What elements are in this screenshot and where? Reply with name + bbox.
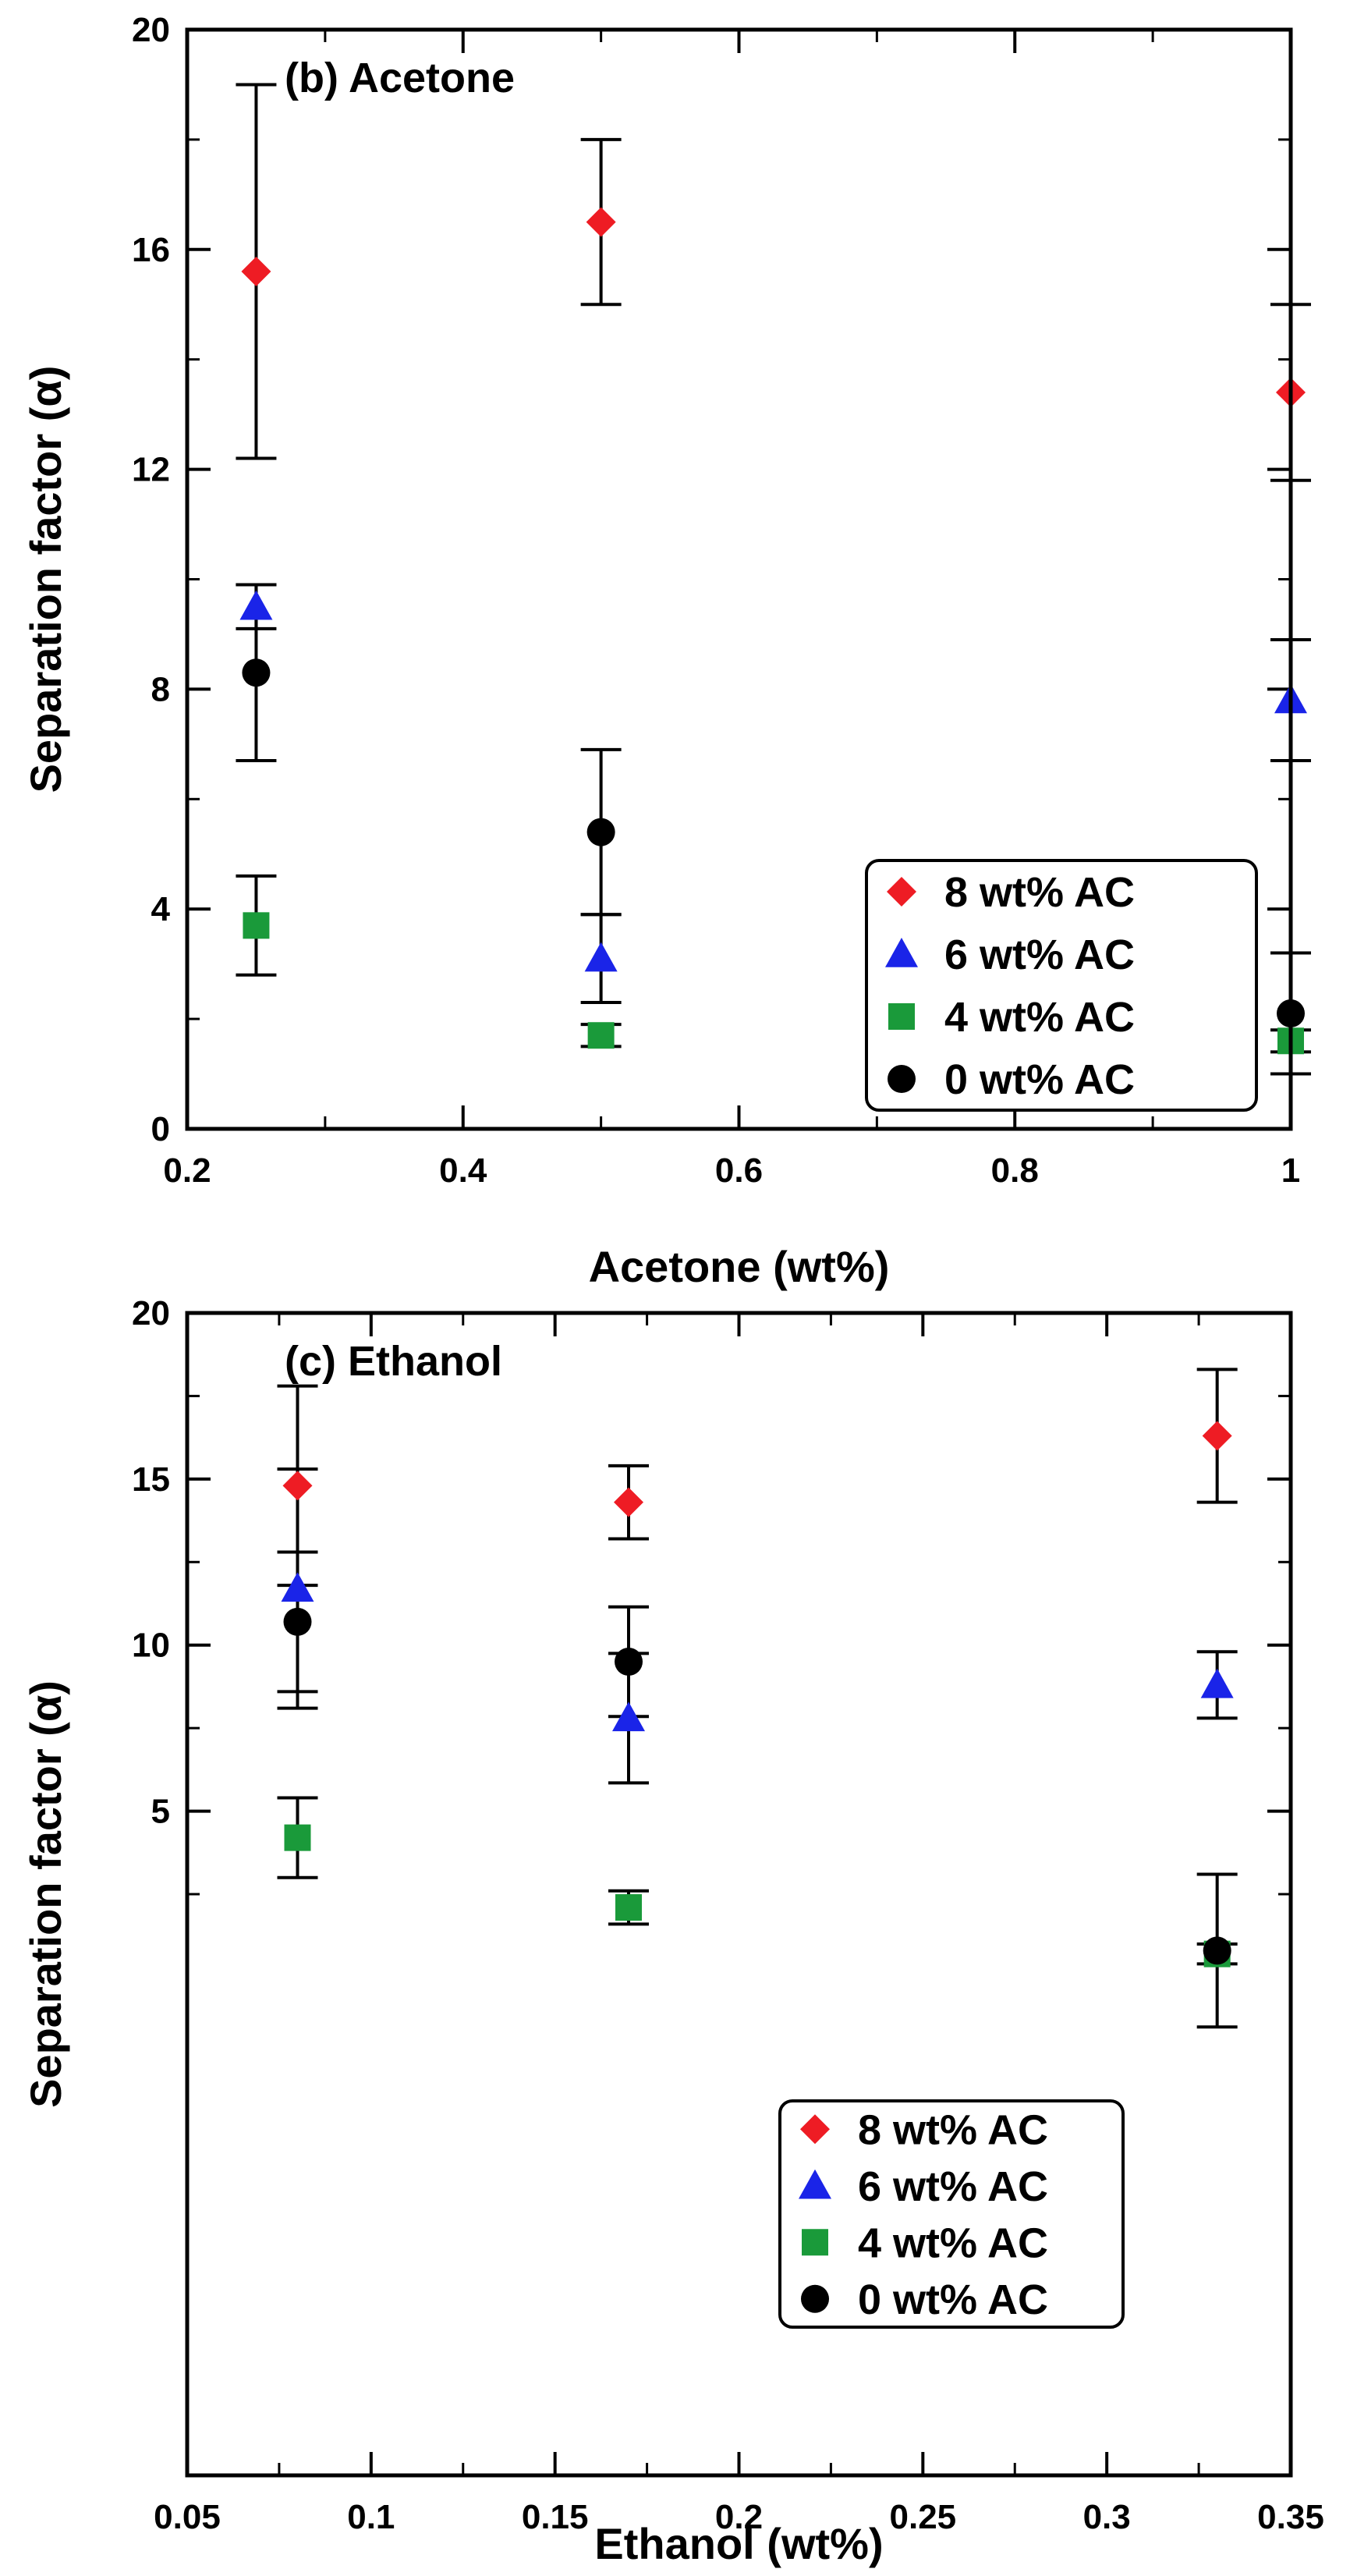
point-8-wt-ac bbox=[586, 207, 616, 237]
legend-label-0-wt-ac: 0 wt% AC bbox=[858, 2276, 1048, 2323]
legend: 8 wt% AC 6 wt% AC 4 wt% AC 0 wt% AC bbox=[865, 859, 1258, 1112]
legend-box bbox=[865, 859, 1258, 1112]
point-0-wt-ac bbox=[615, 1648, 643, 1676]
point-4-wt-ac bbox=[587, 1022, 615, 1049]
legend-marker-6-wt-ac bbox=[799, 2169, 831, 2199]
legend-marker-4-wt-ac bbox=[888, 1003, 915, 1030]
x-tick-label: 0.35 bbox=[1257, 2498, 1324, 2536]
legend-marker-4-wt-ac bbox=[802, 2229, 828, 2256]
legend: 8 wt% AC 6 wt% AC 4 wt% AC 0 wt% AC bbox=[778, 2099, 1125, 2329]
x-tick-label: 0.25 bbox=[890, 2498, 957, 2536]
y-tick-label: 20 bbox=[132, 11, 170, 49]
chart-ethanol: 0.05 0.1 0.15 0.2 0.25 0.3 0.35 5 10 15 20 (c) Eth… bbox=[21, 1294, 1324, 2568]
axis-ticks-layer: 0.2 0.4 0.6 0.8 1 0 4 8 12 16 20 bbox=[132, 11, 1300, 1190]
x-tick-label: 0.8 bbox=[991, 1151, 1039, 1190]
y-axis-label: Separation factor (α) bbox=[21, 1680, 70, 2108]
point-0-wt-ac bbox=[283, 1607, 312, 1636]
chart-acetone: 0.2 0.4 0.6 0.8 1 0 4 8 12 16 20 (b) Acetone Aceto… bbox=[21, 11, 1311, 1291]
y-tick-label: 0 bbox=[151, 1110, 170, 1148]
y-tick-label: 15 bbox=[132, 1460, 170, 1499]
legend-label-4-wt-ac: 4 wt% AC bbox=[858, 2219, 1048, 2266]
x-tick-label: 0.3 bbox=[1083, 2498, 1131, 2536]
x-tick-label: 0.2 bbox=[715, 2498, 763, 2536]
point-8-wt-ac bbox=[241, 256, 271, 286]
y-tick-label: 5 bbox=[151, 1793, 170, 1831]
data-points-layer bbox=[239, 207, 1307, 1055]
y-tick-label: 4 bbox=[151, 890, 171, 928]
point-4-wt-ac bbox=[284, 1824, 311, 1851]
x-tick-label: 0.15 bbox=[522, 2498, 589, 2536]
point-6-wt-ac bbox=[1200, 1668, 1234, 1698]
point-8-wt-ac bbox=[282, 1471, 313, 1501]
point-4-wt-ac bbox=[615, 1894, 642, 1921]
legend-label-8-wt-ac: 8 wt% AC bbox=[858, 2106, 1048, 2153]
legend-marker-8-wt-ac bbox=[887, 877, 916, 907]
legend-marker-0-wt-ac bbox=[801, 2284, 829, 2313]
x-axis-label: Ethanol (wt%) bbox=[594, 2519, 883, 2568]
legend-marker-8-wt-ac bbox=[800, 2114, 830, 2145]
x-tick-label: 0.6 bbox=[715, 1151, 763, 1190]
x-tick-label: 0.05 bbox=[154, 2498, 221, 2536]
x-axis-label: Acetone (wt%) bbox=[589, 1242, 890, 1291]
legend-label-6-wt-ac: 6 wt% AC bbox=[944, 931, 1135, 978]
point-0-wt-ac bbox=[1203, 1936, 1231, 1965]
point-0-wt-ac bbox=[242, 658, 271, 687]
legend-label-4-wt-ac: 4 wt% AC bbox=[944, 994, 1135, 1041]
y-tick-label: 16 bbox=[132, 231, 170, 269]
point-6-wt-ac bbox=[281, 1572, 314, 1602]
legend-label-8-wt-ac: 8 wt% AC bbox=[944, 869, 1135, 916]
x-tick-label: 0.1 bbox=[347, 2498, 395, 2536]
point-0-wt-ac bbox=[586, 818, 615, 846]
point-4-wt-ac bbox=[243, 912, 270, 939]
x-tick-label: 0.2 bbox=[163, 1151, 211, 1190]
y-tick-label: 10 bbox=[132, 1627, 170, 1665]
x-tick-label: 1 bbox=[1281, 1151, 1300, 1190]
y-tick-label: 20 bbox=[132, 1294, 170, 1332]
point-6-wt-ac bbox=[612, 1701, 645, 1732]
plot-frame bbox=[185, 1311, 1293, 2478]
point-6-wt-ac bbox=[239, 590, 273, 620]
point-8-wt-ac bbox=[614, 1487, 643, 1517]
panel-label: (b) Acetone bbox=[285, 55, 515, 101]
legend-box bbox=[778, 2099, 1125, 2329]
data-points-layer bbox=[281, 1421, 1234, 1967]
legend-label-6-wt-ac: 6 wt% AC bbox=[858, 2163, 1048, 2210]
legend-marker-0-wt-ac bbox=[888, 1065, 916, 1093]
x-tick-label: 0.4 bbox=[439, 1151, 487, 1190]
plot-frame bbox=[185, 27, 1293, 1131]
y-axis-label: Separation factor (α) bbox=[21, 366, 70, 793]
axis-ticks-layer: 0.05 0.1 0.15 0.2 0.25 0.3 0.35 5 10 15 20 bbox=[132, 1294, 1324, 2536]
panel-label: (c) Ethanol bbox=[285, 1338, 502, 1385]
y-tick-label: 8 bbox=[151, 670, 170, 708]
point-8-wt-ac bbox=[1202, 1421, 1232, 1451]
point-6-wt-ac bbox=[584, 942, 618, 972]
y-tick-label: 12 bbox=[132, 451, 170, 489]
legend-marker-6-wt-ac bbox=[885, 938, 918, 967]
error-bars-layer bbox=[277, 1368, 1238, 2029]
legend-label-0-wt-ac: 0 wt% AC bbox=[944, 1056, 1135, 1103]
